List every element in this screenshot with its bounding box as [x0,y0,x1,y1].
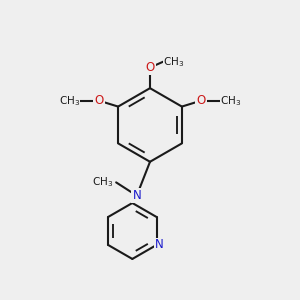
Text: N: N [155,238,164,251]
Text: CH$_3$: CH$_3$ [58,94,80,108]
Text: CH$_3$: CH$_3$ [92,176,113,189]
Text: O: O [196,94,206,107]
Text: CH$_3$: CH$_3$ [163,55,184,69]
Text: O: O [94,94,103,107]
Text: O: O [146,61,154,74]
Text: N: N [132,189,141,202]
Text: CH$_3$: CH$_3$ [220,94,242,108]
